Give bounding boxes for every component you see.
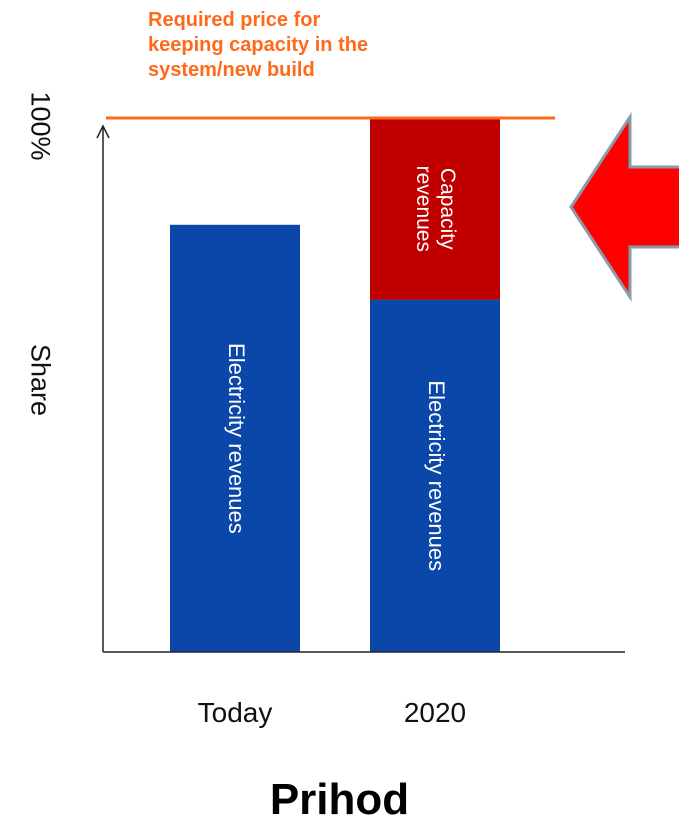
bar-electricity-revenues-2020 (370, 299, 500, 652)
bar-label-electricity-revenues-2020: Electricity revenues (424, 380, 449, 571)
bar-label-capacity-revenues-2020: Capacityrevenues (412, 166, 459, 252)
y-axis-arrowhead (96, 124, 110, 139)
x-tick-today: Today (198, 697, 273, 728)
revenue-share-chart: Electricity revenues Today Electricity rev… (96, 111, 679, 728)
left-arrow-icon (569, 111, 679, 303)
bar-capacity-revenues-2020 (370, 118, 500, 300)
x-tick-2020: 2020 (404, 697, 466, 728)
bar-electricity-revenues-today (170, 224, 300, 653)
footer-title: Prihod (269, 775, 410, 824)
annotation-line-3: system/new build (148, 59, 315, 81)
annotation-line-2: keeping capacity in the (148, 34, 369, 56)
reference-line-annotation: Required price for keeping capacity in t… (148, 8, 468, 83)
annotation-line-1: Required price for (148, 9, 321, 31)
bar-label-electricity-revenues-today: Electricity revenues (224, 343, 249, 534)
